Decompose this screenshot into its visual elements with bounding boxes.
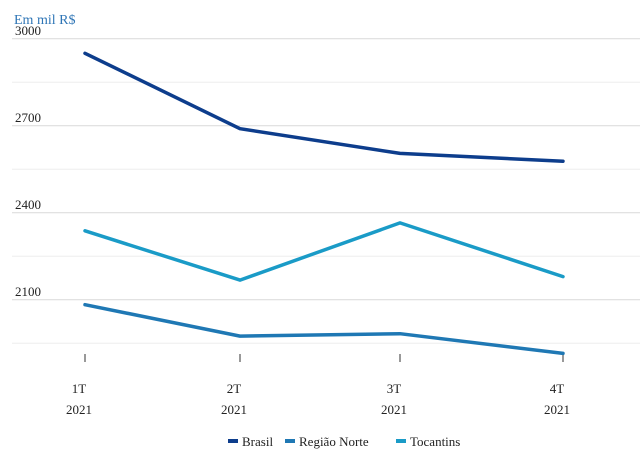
x-tick-label-quarter: 2T [227, 381, 242, 396]
y-tick-label: 2100 [15, 284, 41, 299]
legend-label: Tocantins [410, 434, 460, 449]
unit-label: Em mil R$ [14, 13, 75, 28]
y-tick-label: 2400 [15, 197, 41, 212]
legend: Brasil Região Norte Tocantins [228, 434, 460, 449]
x-tick-label-quarter: 1T [72, 381, 87, 396]
y-tick-label: 3000 [15, 23, 41, 38]
x-tick-label-quarter: 3T [387, 381, 402, 396]
series-line-0 [83, 51, 565, 163]
x-tick-label-year: 2021 [381, 402, 407, 417]
series-line-2 [83, 221, 565, 282]
x-tick-label-quarter: 4T [550, 381, 565, 396]
x-tick-label-year: 2021 [66, 402, 92, 417]
legend-label: Brasil [242, 434, 273, 449]
series-line-1 [83, 302, 565, 356]
y-tick-label: 2700 [15, 110, 41, 125]
legend-label: Região Norte [299, 434, 369, 449]
x-tick-label-year: 2021 [221, 402, 247, 417]
x-axis: 1T 2021 2T 2021 3T 2021 4T 2021 [66, 354, 570, 417]
x-tick-label-year: 2021 [544, 402, 570, 417]
series-lines [83, 51, 565, 356]
grid [12, 38, 640, 344]
y-axis: 2100 2400 2700 3000 [15, 23, 41, 299]
